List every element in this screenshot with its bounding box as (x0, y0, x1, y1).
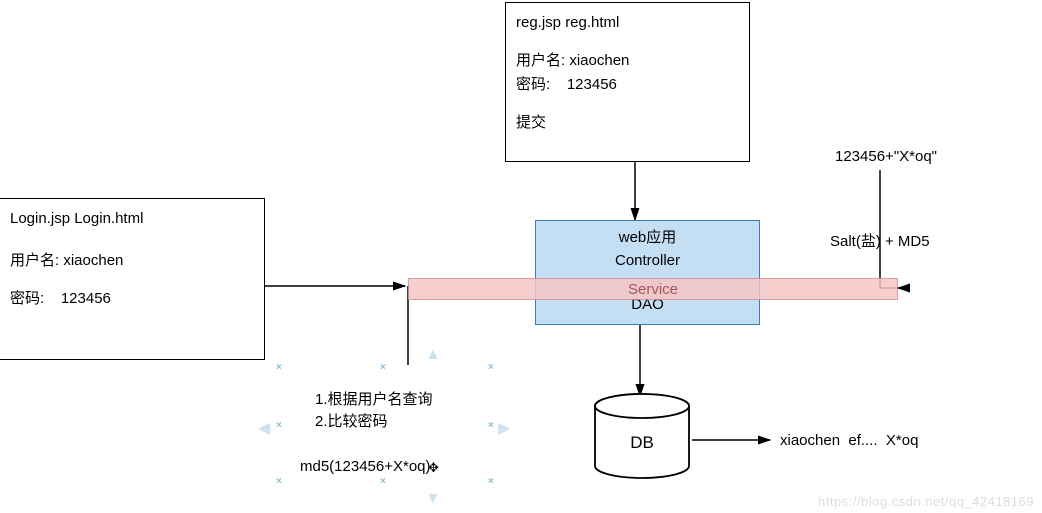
login-box: Login.jsp Login.html 用户名: xiaochen 密码: 1… (0, 198, 265, 360)
reg-title: reg.jsp reg.html (516, 11, 739, 35)
login-title: Login.jsp Login.html (10, 207, 254, 231)
sel-arrow-left[interactable]: ◀ (258, 418, 270, 438)
sel-x-tm[interactable]: × (380, 362, 386, 373)
salt-input-label: 123456+"X*oq" (835, 148, 937, 165)
arrow-salt-to-service (880, 170, 900, 288)
sel-x-bm[interactable]: × (380, 476, 386, 487)
watermark: https://blog.csdn.net/qq_42418169 (818, 494, 1034, 509)
sel-x-bl[interactable]: × (276, 476, 282, 487)
sel-x-tl[interactable]: × (276, 362, 282, 373)
sel-arrow-up[interactable]: ▲ (425, 346, 441, 364)
sel-x-mr[interactable]: × (488, 420, 494, 431)
move-icon[interactable]: ✥ (428, 460, 439, 476)
sel-x-br[interactable]: × (488, 476, 494, 487)
webapp-box: web应用 Controller DAO (535, 220, 760, 325)
notes-md5: md5(123456+X*oq) (300, 458, 431, 475)
login-user: 用户名: xiaochen (10, 249, 254, 273)
reg-submit: 提交 (516, 111, 739, 135)
db-cylinder: DB (595, 394, 689, 478)
sel-arrow-down[interactable]: ▼ (425, 490, 441, 508)
webapp-line2: Controller (536, 250, 759, 273)
service-bar: Service (408, 278, 898, 300)
db-row-label: xiaochen ef.... X*oq (780, 432, 918, 449)
sel-x-ml[interactable]: × (276, 420, 282, 431)
reg-box: reg.jsp reg.html 用户名: xiaochen 密码: 12345… (505, 2, 750, 162)
service-label: Service (628, 281, 678, 298)
notes-step1: 1.根据用户名查询 (315, 388, 433, 409)
sel-arrow-right[interactable]: ▶ (498, 418, 510, 438)
reg-pwd: 密码: 123456 (516, 73, 739, 97)
sel-x-tr[interactable]: × (488, 362, 494, 373)
notes-step2: 2.比较密码 (315, 410, 388, 431)
login-pwd: 密码: 123456 (10, 287, 254, 311)
salt-md5-label: Salt(盐) + MD5 (830, 230, 930, 251)
db-label: DB (630, 433, 654, 452)
webapp-line1: web应用 (536, 227, 759, 250)
reg-user: 用户名: xiaochen (516, 49, 739, 73)
